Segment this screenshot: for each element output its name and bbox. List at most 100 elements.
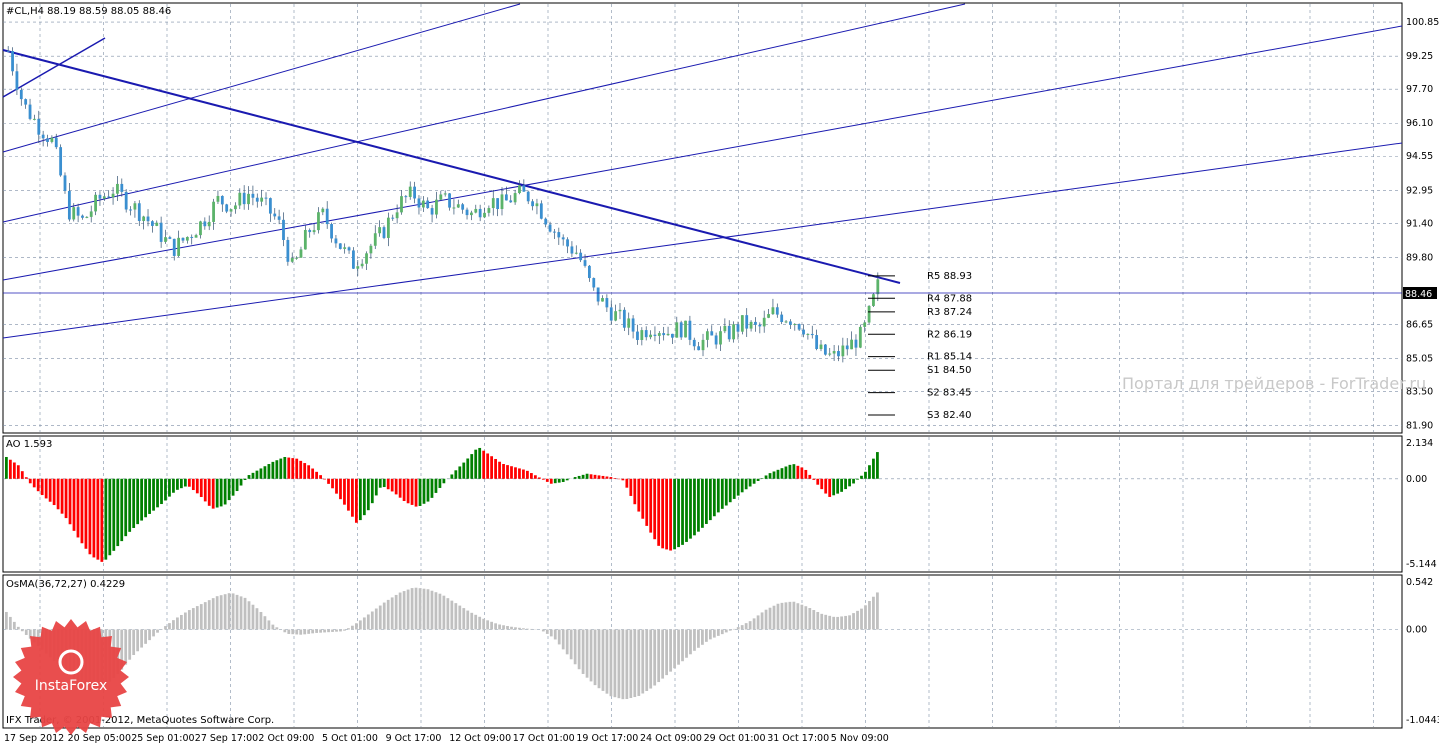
ao-bar: [247, 475, 251, 479]
osma-bar: [247, 601, 251, 630]
candle-body: [37, 118, 41, 135]
candle-body: [609, 307, 613, 321]
ao-bar: [187, 478, 191, 487]
candle-body: [238, 192, 242, 206]
candle-body: [837, 351, 840, 357]
ao-bar: [450, 474, 454, 479]
osma-bar: [545, 629, 549, 634]
osma-bar: [355, 623, 358, 630]
ao-bar: [152, 478, 155, 511]
candle-body: [330, 224, 333, 239]
ao-bar: [490, 456, 494, 479]
ao-bar: [24, 477, 28, 479]
osma-bar: [478, 616, 482, 630]
candle-body: [181, 237, 185, 241]
candle-body: [526, 191, 530, 202]
candle-body: [137, 203, 141, 221]
candle-body: [557, 232, 561, 238]
ao-bar: [116, 478, 120, 547]
ao-bar: [820, 478, 824, 490]
candle-body: [378, 227, 382, 234]
ao-bar: [92, 478, 96, 558]
candle-body: [290, 258, 294, 262]
ao-bar: [685, 478, 688, 542]
candle-body: [592, 278, 596, 288]
candle-body: [273, 213, 277, 217]
ao-bar: [708, 478, 712, 521]
candle-body: [413, 186, 416, 199]
candle-body: [435, 199, 438, 215]
ao-bar: [390, 478, 394, 492]
candle-body: [194, 235, 198, 238]
candle-body: [601, 298, 604, 302]
ao-bar: [144, 478, 147, 518]
candle-body: [823, 344, 827, 355]
ao-bar: [255, 470, 259, 479]
candle-body: [15, 71, 19, 90]
ao-bar: [48, 478, 52, 502]
candle-body: [644, 330, 648, 338]
osma-bar: [752, 618, 756, 630]
ao-bar: [72, 478, 76, 531]
osma-bar: [601, 629, 605, 691]
osma-bar: [828, 615, 832, 630]
pivot-label: S3 82.40: [927, 410, 972, 421]
ao-bar: [303, 463, 307, 479]
candle-body: [102, 196, 106, 199]
pivot-label: R1 85.14: [927, 352, 972, 363]
x-tick-label: 24 Oct 09:00: [640, 733, 702, 744]
ao-bar: [728, 478, 732, 503]
ao-bar: [736, 478, 740, 496]
ao-bar: [327, 478, 330, 484]
osma-bar: [760, 612, 764, 630]
x-tick-label: 12 Oct 09:00: [449, 733, 511, 744]
x-tick-label: 31 Oct 17:00: [767, 733, 829, 744]
osma-bar: [239, 596, 243, 630]
ao-bar: [637, 478, 641, 512]
osma-bar: [645, 629, 649, 692]
ao-pane-frame: [2, 435, 1403, 573]
ao-bar: [414, 478, 418, 507]
osma-bar: [136, 629, 140, 652]
osma-bar: [800, 604, 804, 630]
x-tick-label: 29 Oct 01:00: [704, 733, 766, 744]
ao-bar: [299, 460, 303, 479]
osma-bar: [565, 629, 569, 655]
osma-bar: [462, 608, 466, 630]
candle-body: [212, 201, 215, 222]
candle-body: [775, 307, 779, 315]
osma-bar: [740, 625, 744, 630]
candle-body: [456, 204, 460, 208]
ao-bar: [732, 478, 736, 499]
candle-body: [360, 263, 364, 267]
candle-body: [574, 252, 578, 254]
candle-body: [780, 314, 784, 322]
osma-bar: [422, 588, 426, 630]
candle-body: [802, 329, 805, 335]
candle-body: [758, 324, 762, 327]
ao-bar: [673, 478, 676, 550]
candle-body: [172, 238, 176, 256]
trend-line: [2, 37, 106, 98]
ao-bar: [466, 458, 470, 479]
ao-bar: [776, 469, 780, 479]
candle-body: [793, 324, 797, 326]
ao-bar: [44, 478, 48, 499]
ao-bar: [279, 458, 283, 479]
ao-bar: [263, 466, 267, 479]
candle-body: [850, 339, 853, 350]
osma-bar: [597, 629, 601, 689]
osma-bar: [156, 629, 159, 633]
osma-bar: [259, 611, 263, 630]
candle-body: [614, 311, 618, 321]
ao-bar: [589, 474, 593, 479]
candle-body: [531, 201, 534, 207]
ao-bar: [215, 478, 219, 508]
osma-bar: [673, 629, 676, 669]
osma-bar: [343, 629, 346, 631]
ao-bar: [195, 478, 199, 494]
ao-label: AO 1.593: [6, 439, 52, 450]
ao-bar: [553, 478, 557, 484]
osma-bar: [665, 629, 669, 676]
